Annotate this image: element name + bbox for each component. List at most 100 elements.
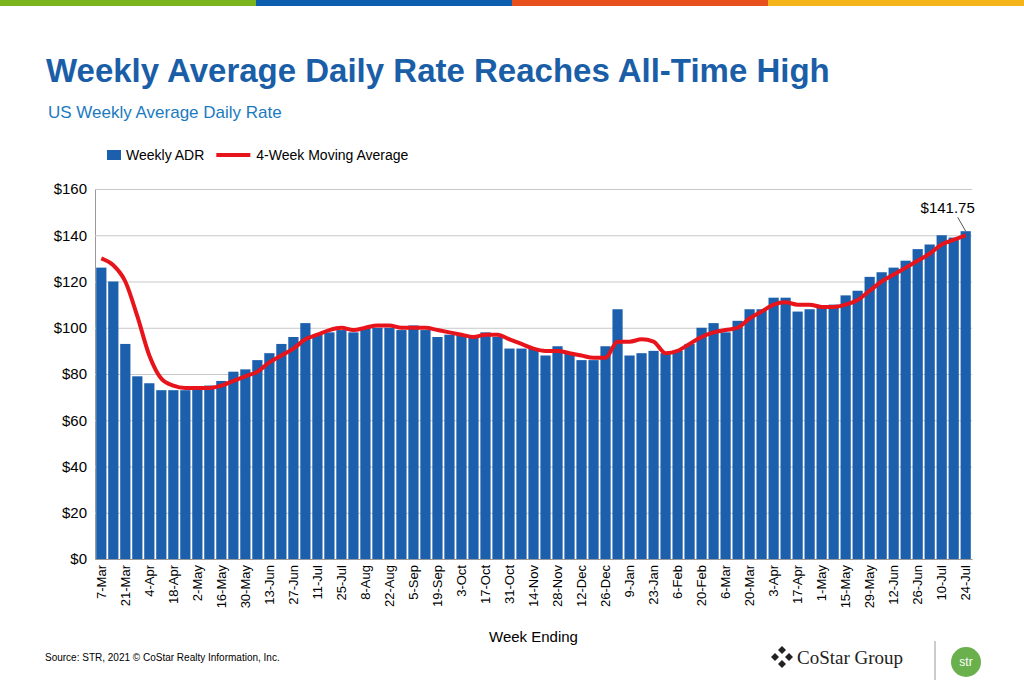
y-tick-label: $120: [54, 273, 87, 290]
x-tick: 7-Mar: [94, 564, 109, 599]
bar: [120, 344, 130, 559]
x-tick: 3-Oct: [454, 565, 469, 597]
bar: [961, 231, 971, 559]
top-stripe: [512, 0, 768, 6]
bar: [300, 323, 310, 559]
plot-area: [96, 231, 971, 559]
x-tick-label: 26-Jun: [910, 565, 925, 605]
bar: [648, 351, 658, 559]
bar: [324, 332, 334, 559]
x-tick-label: 16-May: [214, 565, 229, 609]
bar: [696, 328, 706, 559]
x-tick: 26-Jun: [910, 565, 925, 605]
x-tick: 16-May: [214, 565, 229, 609]
x-tick: 3-Apr: [766, 564, 781, 596]
x-tick: 1-May: [814, 565, 829, 602]
y-tick-label: $0: [70, 550, 87, 567]
x-axis-line: [96, 559, 973, 560]
x-tick: 5-Sep: [406, 565, 421, 600]
x-tick: 17-Apr: [790, 564, 805, 604]
x-tick-label: 15-May: [838, 565, 853, 609]
x-tick: 18-Apr: [166, 564, 181, 604]
x-axis-title: Week Ending: [489, 628, 578, 645]
x-tick-label: 27-Jun: [286, 565, 301, 605]
legend-swatch: [216, 153, 250, 157]
logo-circle: [951, 647, 981, 677]
bar: [372, 328, 382, 559]
bar: [348, 332, 358, 559]
bar: [744, 309, 754, 559]
y-tick: $160: [54, 180, 972, 197]
x-tick: 23-Jan: [646, 565, 661, 605]
x-tick: 25-Jul: [334, 565, 349, 601]
bar: [264, 353, 274, 559]
bar: [480, 332, 490, 559]
grid-line: [95, 328, 972, 329]
bar: [456, 335, 466, 559]
bar: [732, 321, 742, 559]
x-tick-label: 20-Mar: [742, 564, 757, 606]
logo-shape: [778, 646, 786, 654]
top-stripe: [0, 0, 256, 6]
bar: [600, 346, 610, 559]
x-tick: 12-Dec: [574, 565, 589, 607]
x-tick-label: 7-Mar: [94, 564, 109, 599]
top-stripe: [768, 0, 1024, 6]
y-tick-label: $80: [62, 365, 87, 382]
bar: [444, 335, 454, 559]
y-tick: $120: [54, 273, 972, 290]
y-tick-label: $100: [54, 319, 87, 336]
x-tick-label: 14-Nov: [526, 565, 541, 607]
x-tick: 31-Oct: [502, 565, 517, 604]
annotation-leader: [958, 217, 966, 231]
bar: [925, 245, 935, 560]
x-tick-label: 20-Feb: [694, 565, 709, 606]
x-tick-label: 6-Feb: [670, 565, 685, 599]
x-tick-label: 24-Jul: [958, 565, 973, 601]
x-tick-label: 12-Jun: [886, 565, 901, 605]
y-tick-label: $40: [62, 458, 87, 475]
x-tick-label: 30-May: [238, 565, 253, 609]
bar: [240, 369, 250, 559]
legend: Weekly ADR4-Week Moving Average: [107, 147, 409, 163]
x-tick-label: 12-Dec: [574, 565, 589, 607]
bar: [132, 376, 142, 559]
x-tick-label: 10-Jul: [934, 565, 949, 601]
grid-line: [95, 282, 972, 283]
x-tick: 19-Sep: [430, 565, 445, 607]
x-tick-label: 8-Aug: [358, 565, 373, 600]
y-tick-label: $160: [54, 180, 87, 197]
x-tick-label: 1-May: [814, 565, 829, 602]
bar: [901, 261, 911, 559]
bar: [168, 390, 178, 559]
bar: [180, 390, 190, 559]
logo-text: CoStar Group: [797, 647, 903, 668]
bar: [384, 328, 394, 559]
bar: [793, 312, 803, 559]
y-axis: $0$20$40$60$80$100$120$140$160: [54, 180, 972, 567]
grid-line: [95, 559, 972, 560]
x-tick: 15-May: [838, 565, 853, 609]
bar: [228, 372, 238, 559]
legend-label: Weekly ADR: [126, 147, 204, 163]
x-tick-label: 31-Oct: [502, 565, 517, 604]
bar: [204, 386, 214, 559]
x-tick-label: 19-Sep: [430, 565, 445, 607]
bar: [865, 277, 875, 559]
bar: [781, 298, 791, 559]
bar: [576, 360, 586, 559]
x-tick: 27-Jun: [286, 565, 301, 605]
bar: [516, 349, 526, 559]
x-tick: 10-Jul: [934, 565, 949, 601]
bar: [841, 295, 851, 559]
y-tick-label: $140: [54, 227, 87, 244]
x-tick: 30-May: [238, 565, 253, 609]
logo-shape: [785, 653, 793, 661]
x-tick: 26-Dec: [598, 565, 613, 607]
x-tick-label: 17-Oct: [478, 565, 493, 604]
bar: [420, 330, 430, 559]
chart-svg: Weekly Average Daily Rate Reaches All-Ti…: [0, 0, 1024, 683]
x-tick: 6-Mar: [718, 564, 733, 599]
bar: [624, 356, 634, 560]
bar: [156, 390, 166, 559]
